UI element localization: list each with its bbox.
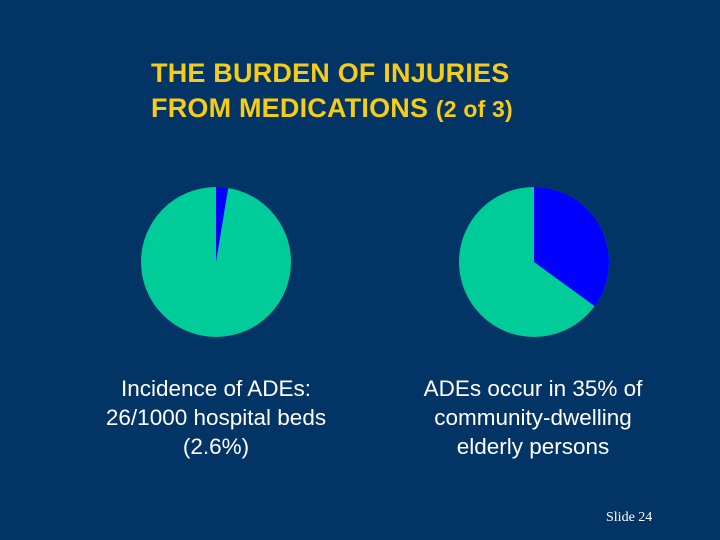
title-part-indicator: (2 of 3) bbox=[435, 96, 513, 122]
pie-slice-ades bbox=[534, 187, 610, 307]
caption-community-ades: ADEs occur in 35% of community-dwelling … bbox=[373, 374, 693, 461]
title-line-2: FROM MEDICATIONS (2 of 3) bbox=[151, 91, 513, 127]
pie-chart-community-ades bbox=[459, 187, 610, 337]
pie-chart-hospital-ades bbox=[141, 187, 291, 337]
slide-number: Slide 24 bbox=[606, 510, 653, 525]
caption-hospital-ades: Incidence of ADEs: 26/1000 hospital beds… bbox=[56, 374, 376, 461]
pie-slice-ades bbox=[216, 187, 229, 262]
title-line-1: THE BURDEN OF INJURIES bbox=[151, 58, 510, 88]
caption-line: Incidence of ADEs: bbox=[120, 376, 312, 401]
caption-line: (2.6%) bbox=[182, 434, 250, 459]
caption-line: 26/1000 hospital beds bbox=[105, 405, 327, 430]
title-line-2-main: FROM MEDICATIONS bbox=[151, 93, 429, 123]
caption-line: community-dwelling bbox=[434, 405, 632, 430]
caption-line: ADEs occur in 35% of bbox=[423, 376, 643, 401]
caption-line: elderly persons bbox=[456, 434, 610, 459]
slide-title: THE BURDEN OF INJURIES FROM MEDICATIONS … bbox=[151, 56, 513, 127]
